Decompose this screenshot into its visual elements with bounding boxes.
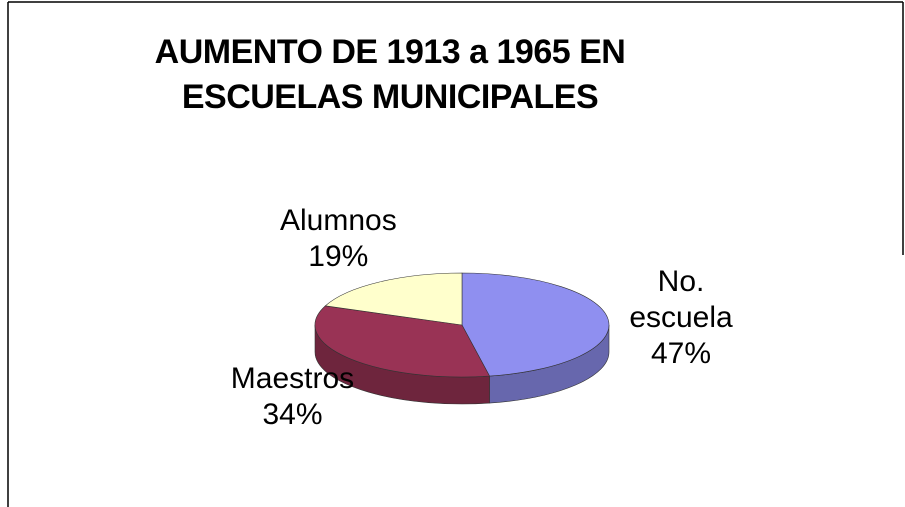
value-label: 19% bbox=[308, 239, 369, 273]
pie-slice bbox=[324, 272, 463, 326]
chart-title: AUMENTO DE 1913 a 1965 EN ESCUELAS MUNIC… bbox=[154, 33, 626, 116]
pie-slice bbox=[314, 305, 491, 378]
value-label: 47% bbox=[650, 336, 712, 370]
pie-slice bbox=[461, 272, 610, 377]
data-label: Maestros 34% bbox=[222, 361, 362, 433]
category-label: No. escuela bbox=[629, 264, 733, 334]
value-label: 34% bbox=[262, 397, 323, 431]
data-label: Alumnos 19% bbox=[268, 203, 408, 275]
category-label: Alumnos bbox=[279, 203, 397, 237]
category-label: Maestros bbox=[230, 361, 355, 395]
data-label: No. escuela 47% bbox=[611, 264, 751, 372]
